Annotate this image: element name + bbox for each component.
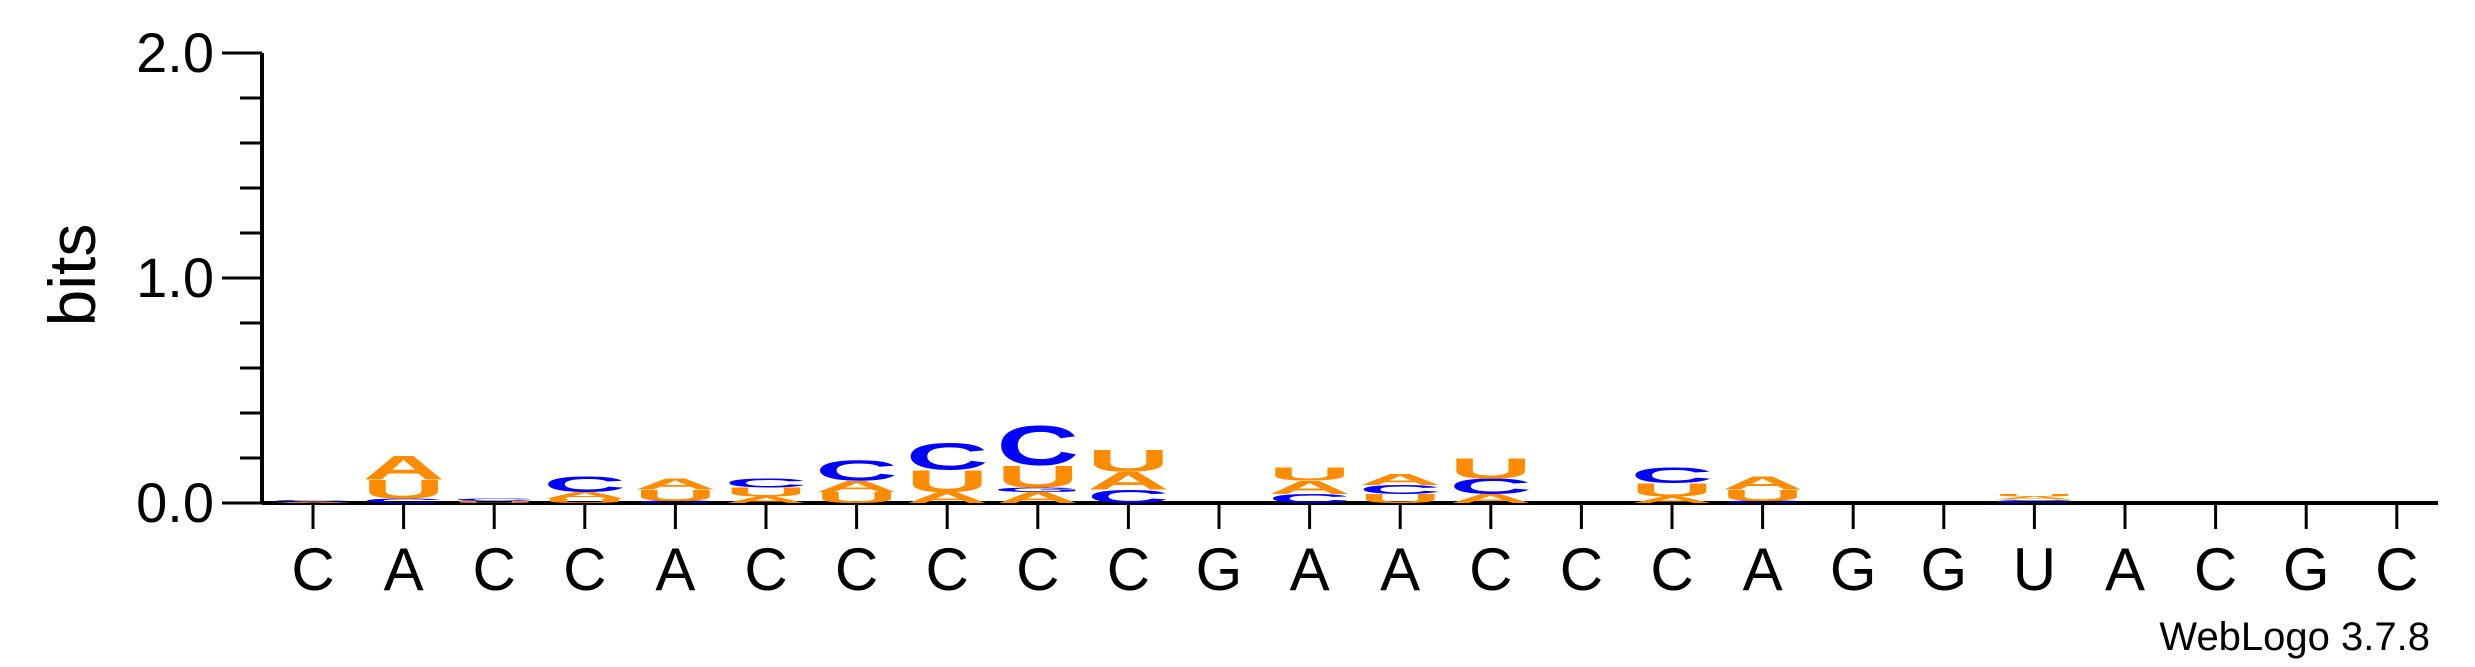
- x-position-label: A: [1380, 536, 1420, 603]
- glyph-a: A: [634, 475, 717, 493]
- glyph-a: A: [1450, 492, 1533, 506]
- glyph-a: A: [815, 478, 898, 496]
- glyph-c: C: [634, 500, 717, 503]
- glyph-c: C: [997, 414, 1080, 477]
- glyph-c: C: [1631, 463, 1714, 487]
- x-position-label: G: [1920, 536, 1967, 603]
- x-position-label: C: [835, 536, 878, 603]
- glyph-u: U: [453, 501, 536, 504]
- glyph-a: A: [725, 495, 808, 505]
- glyph-c: C: [1993, 499, 2076, 504]
- x-position-label: C: [291, 536, 334, 603]
- x-position-label: C: [1560, 536, 1603, 603]
- x-position-label: A: [655, 536, 695, 603]
- glyph-c: C: [815, 455, 898, 487]
- glyph-a: A: [544, 490, 627, 500]
- x-position-label: G: [2283, 536, 2330, 603]
- y-tick-label: 0.0: [136, 471, 214, 534]
- glyph-a: A: [362, 448, 445, 486]
- x-position-label: A: [1743, 536, 1783, 603]
- x-position-label: C: [563, 536, 606, 603]
- glyph-u: U: [544, 497, 627, 504]
- glyph-c: C: [362, 497, 445, 504]
- glyph-c: C: [1359, 483, 1442, 497]
- y-tick-label: 2.0: [136, 21, 214, 84]
- x-position-label: C: [744, 536, 787, 603]
- x-position-label: U: [2013, 536, 2056, 603]
- x-position-label: C: [1016, 536, 1059, 603]
- glyph-c: C: [1721, 500, 1804, 503]
- weblogo-credit: WebLogo 3.7.8: [2159, 615, 2430, 659]
- glyph-a: A: [1993, 495, 2076, 500]
- glyph-u: U: [1359, 492, 1442, 506]
- glyph-a: A: [906, 489, 989, 507]
- glyph-c: C: [1087, 486, 1170, 507]
- x-position-label: C: [926, 536, 969, 603]
- y-axis: 0.0 1.0 2.0: [136, 21, 264, 534]
- glyph-g: G: [993, 486, 1082, 493]
- glyph-u: U: [1268, 464, 1351, 485]
- glyph-u: U: [906, 463, 989, 498]
- glyph-c: C: [906, 436, 989, 478]
- x-position-label: C: [2375, 536, 2418, 603]
- glyph-a: A: [1268, 477, 1351, 498]
- glyph-u: U: [1721, 487, 1804, 505]
- glyph-u: U: [1450, 453, 1533, 485]
- x-position-label: G: [1830, 536, 1877, 603]
- glyph-u: U: [1087, 443, 1170, 478]
- glyph-u: U: [1631, 479, 1714, 500]
- x-position-label: A: [2105, 536, 2145, 603]
- y-tick-label: 1.0: [136, 246, 214, 309]
- glyph-c: C: [453, 498, 536, 501]
- glyph-u: U: [362, 474, 445, 504]
- y-axis-title: bits: [35, 224, 109, 327]
- glyph-a: A: [1359, 471, 1442, 489]
- glyph-u: U: [725, 485, 808, 499]
- x-position-label: G: [1196, 536, 1243, 603]
- x-position-label: C: [1650, 536, 1693, 603]
- x-position-label: C: [2194, 536, 2237, 603]
- x-position-label: C: [1107, 536, 1150, 603]
- x-position-label: A: [384, 536, 424, 603]
- glyph-c: C: [1450, 474, 1533, 498]
- glyph-u: U: [815, 489, 898, 507]
- glyph-c: C: [1268, 492, 1351, 506]
- glyph-c: C: [544, 472, 627, 496]
- glyph-u: U: [1993, 493, 2076, 496]
- x-position-label: C: [1469, 536, 1512, 603]
- glyph-a: A: [272, 501, 355, 503]
- glyph-a: A: [1721, 473, 1804, 494]
- glyph-c: C: [272, 500, 355, 502]
- x-position-label: A: [1290, 536, 1330, 603]
- glyph-a: A: [997, 489, 1080, 507]
- glyph-c: C: [725, 476, 808, 490]
- glyph-a: A: [1087, 467, 1170, 495]
- glyph-u: U: [997, 459, 1080, 494]
- glyph-u: U: [634, 487, 717, 505]
- x-position-label: C: [473, 536, 516, 603]
- glyph-a: A: [1631, 495, 1714, 505]
